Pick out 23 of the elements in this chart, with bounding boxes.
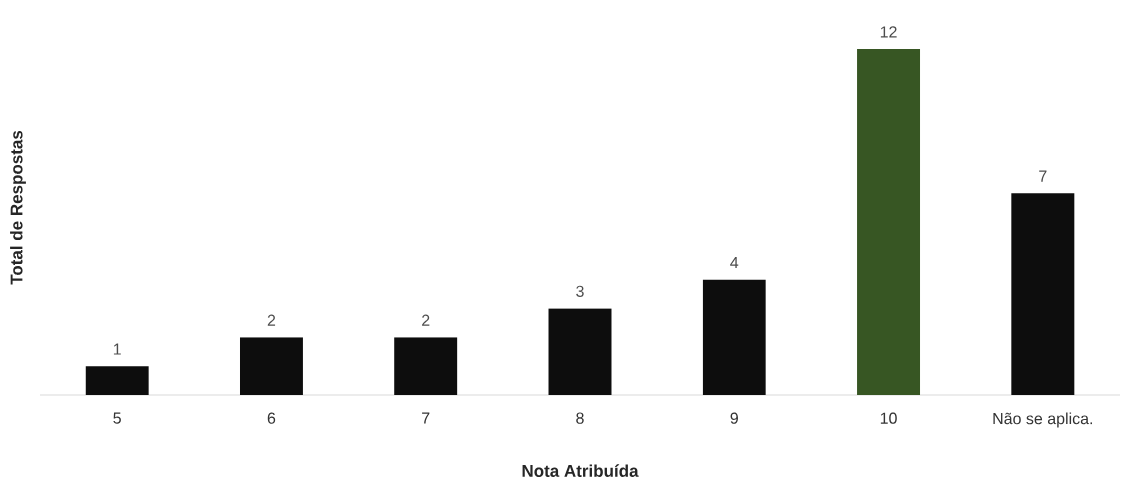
x-tick-label: 7 bbox=[422, 412, 430, 424]
bar bbox=[857, 48, 921, 395]
x-tick-label: 10 bbox=[880, 412, 897, 424]
data-label: 1 bbox=[113, 343, 121, 355]
data-label: 7 bbox=[1039, 170, 1047, 182]
data-label: 3 bbox=[576, 285, 584, 297]
bar bbox=[702, 279, 766, 395]
bar bbox=[394, 337, 458, 395]
data-label: 2 bbox=[422, 314, 430, 326]
bar bbox=[85, 366, 149, 395]
data-label: 12 bbox=[880, 26, 897, 38]
x-tick-label: 8 bbox=[576, 412, 584, 424]
x-tick-label: 9 bbox=[730, 412, 738, 424]
data-label: 4 bbox=[730, 257, 739, 269]
bar bbox=[548, 308, 612, 395]
y-axis-title: Total de Respostas bbox=[10, 130, 26, 285]
x-tick-label: 5 bbox=[113, 412, 121, 424]
x-axis-title: Nota Atribuída bbox=[522, 464, 639, 477]
bar bbox=[1011, 193, 1075, 395]
data-label: 2 bbox=[267, 314, 276, 326]
x-tick-label: Não se aplica. bbox=[993, 412, 1093, 428]
x-tick-label: 6 bbox=[267, 412, 276, 424]
bar bbox=[239, 337, 303, 395]
